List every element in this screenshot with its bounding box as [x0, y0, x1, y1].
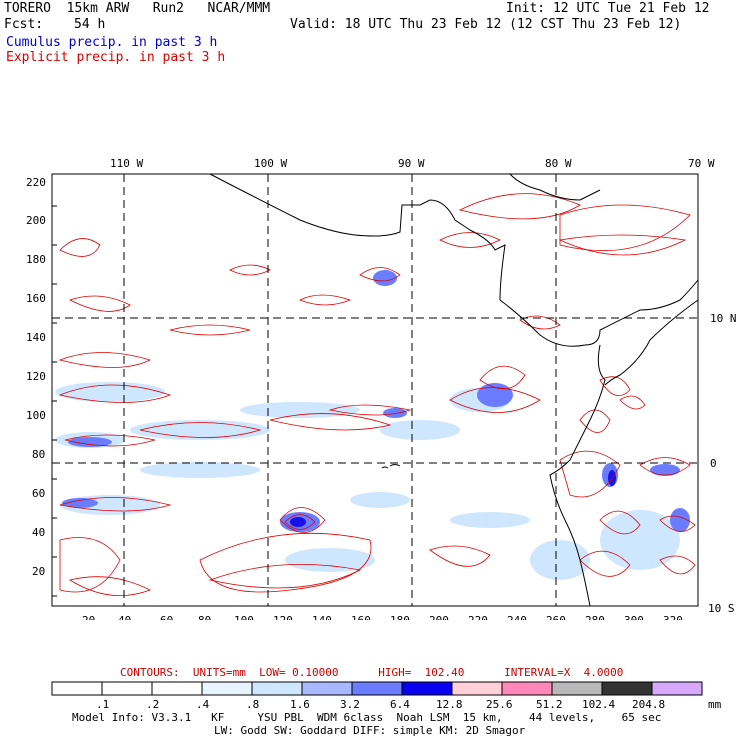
colorbar-label: 3.2 — [340, 698, 360, 711]
svg-text:200: 200 — [429, 614, 449, 620]
colorbar-label: .2 — [146, 698, 159, 711]
axis-labels: 220 200 180 160 140 120 100 80 60 40 20 … — [26, 176, 683, 620]
svg-text:240: 240 — [507, 614, 527, 620]
lon-label: 80 W — [545, 157, 572, 170]
fcst-value: 54 h — [74, 17, 106, 32]
svg-text:200: 200 — [26, 214, 46, 227]
lat-label: 10 S — [708, 602, 735, 615]
svg-text:120: 120 — [273, 614, 293, 620]
svg-text:220: 220 — [468, 614, 488, 620]
svg-text:20: 20 — [82, 614, 95, 620]
svg-text:60: 60 — [160, 614, 173, 620]
svg-text:20: 20 — [32, 565, 45, 578]
svg-text:300: 300 — [624, 614, 644, 620]
model-physics: LW: Godd SW: Goddard DIFF: simple KM: 2D… — [214, 724, 526, 737]
lat-label: 0 — [710, 457, 717, 470]
lat-label: 10 N — [710, 312, 737, 325]
precip-map: 110 W 100 W 90 W 80 W 70 W 10 N 0 10 S — [26, 157, 737, 620]
colorbar-label: 204.8 — [632, 698, 665, 711]
svg-text:320: 320 — [663, 614, 683, 620]
coastline — [209, 173, 699, 607]
svg-text:280: 280 — [585, 614, 605, 620]
colorbar-label: 1.6 — [290, 698, 310, 711]
svg-text:220: 220 — [26, 176, 46, 189]
lon-label: 70 W — [688, 157, 715, 170]
svg-text:140: 140 — [26, 331, 46, 344]
colorbar: .1 .2 .4 .8 1.6 3.2 6.4 12.8 25.6 51.2 1… — [51, 681, 722, 711]
lon-label: 110 W — [110, 157, 143, 170]
svg-text:40: 40 — [118, 614, 131, 620]
colorbar-label: 12.8 — [436, 698, 463, 711]
colorbar-label: 6.4 — [390, 698, 410, 711]
fcst-label: Fcst: — [4, 17, 44, 32]
model-title: TORERO 15km ARW Run2 NCAR/MMM — [4, 1, 271, 16]
svg-text:140: 140 — [312, 614, 332, 620]
svg-text:80: 80 — [32, 448, 45, 461]
svg-text:260: 260 — [546, 614, 566, 620]
svg-text:180: 180 — [26, 253, 46, 266]
explicit-precip-contours — [58, 193, 696, 596]
svg-text:60: 60 — [32, 487, 45, 500]
svg-text:40: 40 — [32, 526, 45, 539]
lon-label: 90 W — [398, 157, 425, 170]
explicit-legend: Explicit precip. in past 3 h — [6, 50, 226, 65]
colorbar-label: 25.6 — [486, 698, 513, 711]
colorbar-label: .4 — [196, 698, 210, 711]
svg-text:100: 100 — [234, 614, 254, 620]
colorbar-label: 102.4 — [582, 698, 615, 711]
contours-info: CONTOURS: UNITS=mm LOW= 0.10000 HIGH= 10… — [120, 666, 624, 679]
svg-text:80: 80 — [198, 614, 211, 620]
model-info: Model Info: V3.3.1 KF YSU PBL WDM 6class… — [72, 711, 662, 724]
colorbar-label: .1 — [96, 698, 109, 711]
colorbar-label: .8 — [246, 698, 259, 711]
svg-text:120: 120 — [26, 370, 46, 383]
cumulus-legend: Cumulus precip. in past 3 h — [6, 35, 218, 50]
lat-lon-grid — [52, 174, 698, 606]
svg-text:100: 100 — [26, 409, 46, 422]
colorbar-unit: mm — [708, 698, 722, 711]
svg-text:160: 160 — [26, 292, 46, 305]
colorbar-label: 51.2 — [536, 698, 563, 711]
svg-text:180: 180 — [390, 614, 410, 620]
lon-label: 100 W — [254, 157, 287, 170]
svg-text:160: 160 — [351, 614, 371, 620]
init-time: Init: 12 UTC Tue 21 Feb 12 — [506, 1, 710, 16]
valid-time: Valid: 18 UTC Thu 23 Feb 12 (12 CST Thu … — [290, 17, 682, 32]
